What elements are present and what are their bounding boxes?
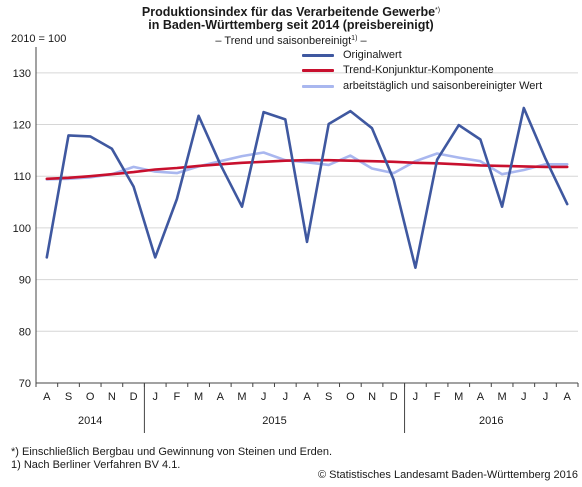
legend-label-original: Originalwert <box>343 49 402 61</box>
y-tick-label-130: 130 <box>13 68 31 80</box>
footnote-1: *) Einschließlich Bergbau und Gewinnung … <box>11 446 333 458</box>
x-tick-label-month: M <box>237 391 246 403</box>
x-tick-label-month: J <box>521 391 527 403</box>
x-tick-label-month: M <box>454 391 463 403</box>
x-tick-label-month: D <box>390 391 398 403</box>
x-tick-label-month: M <box>194 391 203 403</box>
footnote-2: 1) Nach Berliner Verfahren BV 4.1. <box>11 459 181 471</box>
legend-item-seasonal: arbeitstäglich und saisonbereinigter Wer… <box>302 79 542 94</box>
y-tick-label-70: 70 <box>19 378 31 390</box>
series-line-original <box>45 106 569 270</box>
y-tick-label-80: 80 <box>19 326 31 338</box>
subtitle-suffix: – <box>357 35 367 47</box>
x-tick-label-month: A <box>477 391 485 403</box>
x-tick-label-month: D <box>130 391 138 403</box>
x-tick-label-month: N <box>368 391 376 403</box>
series-line-seasonal <box>45 151 569 181</box>
x-tick-label-month: A <box>563 391 571 403</box>
y-tick-label-110: 110 <box>13 171 31 183</box>
y-axis-label: 2010 = 100 <box>11 33 67 45</box>
chart-subtitle: – Trend und saisonbereinigt1) – <box>0 32 582 48</box>
x-tick-label-month: M <box>498 391 507 403</box>
x-tick-label-month: A <box>217 391 225 403</box>
y-tick-label-120: 120 <box>13 120 31 132</box>
x-tick-label-month: S <box>325 391 332 403</box>
x-tick-label-month: A <box>43 391 51 403</box>
legend-swatch-trend <box>302 69 334 73</box>
x-tick-label-month: N <box>108 391 116 403</box>
x-tick-label-month: A <box>303 391 311 403</box>
source-credit: © Statistisches Landesamt Baden-Württemb… <box>317 469 578 481</box>
legend-label-trend: Trend-Konjunktur-Komponente <box>343 64 494 77</box>
title-footnote-mark: *) <box>435 7 441 14</box>
y-tick-label-90: 90 <box>19 275 31 287</box>
x-tick-label-month: O <box>346 391 355 403</box>
year-label-2016: 2016 <box>479 415 503 427</box>
year-label-2014: 2014 <box>78 415 102 427</box>
chart-title-line1: Produktionsindex für das Verarbeitende G… <box>0 4 582 19</box>
x-tick-label-month: J <box>413 391 419 403</box>
x-tick-label-month: F <box>174 391 181 403</box>
legend-item-trend: Trend-Konjunktur-Komponente <box>302 63 542 78</box>
x-tick-label-month: J <box>261 391 267 403</box>
legend-item-original: Originalwert <box>302 48 542 63</box>
x-tick-label-month: J <box>152 391 158 403</box>
chart-title-text: Produktionsindex für das Verarbeitende G… <box>141 5 436 19</box>
x-tick-label-month: F <box>434 391 441 403</box>
subtitle-footnote-mark: 1) <box>351 35 358 42</box>
series-line-trend <box>45 158 569 181</box>
chart-legend: Originalwert Trend-Konjunktur-Komponente… <box>302 48 542 94</box>
legend-label-seasonal: arbeitstäglich und saisonbereinigter Wer… <box>343 79 543 92</box>
y-tick-label-100: 100 <box>13 223 31 235</box>
x-tick-label-month: O <box>86 391 95 403</box>
x-tick-label-month: J <box>283 391 289 403</box>
year-label-2015: 2015 <box>262 415 286 427</box>
x-tick-label-month: J <box>543 391 549 403</box>
chart-title-line2: in Baden-Württemberg seit 2014 (preisber… <box>148 18 434 32</box>
subtitle-prefix: – Trend und saisonbereinigt <box>215 35 352 47</box>
legend-swatch-original <box>302 54 334 58</box>
x-tick-label-month: S <box>65 391 72 403</box>
legend-swatch-seasonal <box>302 84 334 88</box>
